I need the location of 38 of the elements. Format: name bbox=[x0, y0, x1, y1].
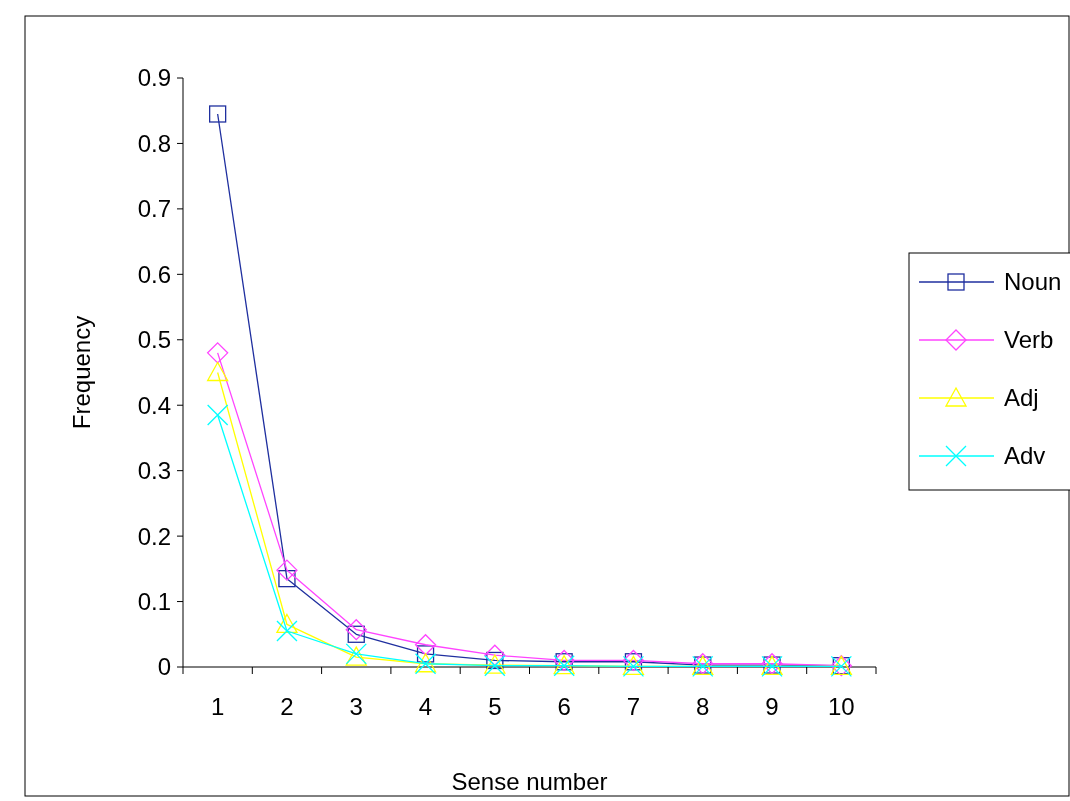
point bbox=[414, 634, 437, 656]
x-tick-label: 8 bbox=[696, 693, 710, 720]
y-tick-label: 0.6 bbox=[137, 260, 171, 288]
legend-label: Adv bbox=[1004, 442, 1046, 470]
point bbox=[207, 342, 229, 364]
point bbox=[207, 404, 229, 426]
point bbox=[486, 651, 504, 670]
x-tick-label: 10 bbox=[828, 693, 855, 720]
x-tick-label: 7 bbox=[626, 693, 641, 720]
point bbox=[416, 645, 435, 663]
y-tick-label: 0.5 bbox=[137, 326, 171, 354]
x-tick-label: 3 bbox=[349, 693, 363, 720]
y-tick-label: 0.4 bbox=[137, 391, 171, 419]
point bbox=[276, 559, 298, 581]
y-tick-label: 0.3 bbox=[137, 457, 171, 485]
point bbox=[207, 361, 229, 382]
y-tick-label: 0.2 bbox=[137, 522, 171, 550]
legend-label: Noun bbox=[1004, 268, 1062, 296]
legend-label: Adj bbox=[1004, 384, 1039, 412]
x-tick-label: 4 bbox=[418, 693, 433, 720]
point bbox=[345, 619, 367, 641]
x-tick-label: 5 bbox=[488, 693, 502, 720]
point bbox=[209, 105, 227, 123]
y-tick-label: 0.1 bbox=[137, 587, 171, 615]
x-tick-label: 1 bbox=[210, 693, 225, 720]
y-tick-label: 0.7 bbox=[137, 195, 171, 223]
y-axis-title: Frequency bbox=[68, 315, 95, 430]
y-tick-label: 0.8 bbox=[137, 129, 171, 157]
y-tick-label: 0 bbox=[157, 653, 171, 681]
x-axis-title: Sense number bbox=[451, 768, 608, 795]
legend-label: Verb bbox=[1004, 326, 1054, 354]
y-tick-label: 0.9 bbox=[137, 64, 171, 92]
x-tick-label: 2 bbox=[280, 693, 294, 720]
point bbox=[278, 570, 296, 588]
x-tick-label: 9 bbox=[765, 693, 779, 720]
point bbox=[276, 613, 298, 634]
point bbox=[276, 620, 298, 642]
x-tick-label: 6 bbox=[557, 693, 571, 720]
